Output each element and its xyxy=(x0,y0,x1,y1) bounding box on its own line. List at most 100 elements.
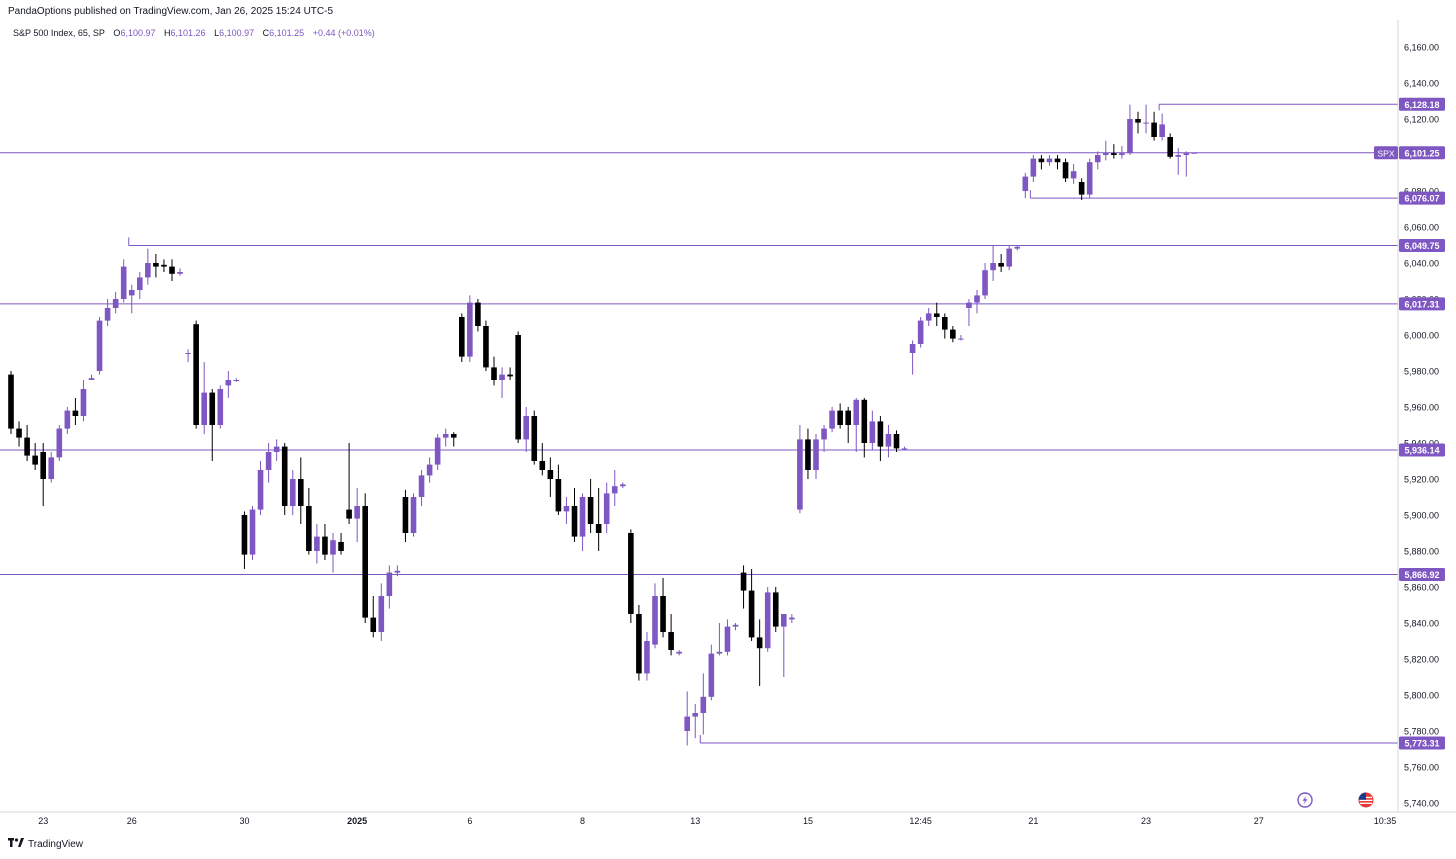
x-tick-label: 15 xyxy=(803,816,813,826)
candle-body xyxy=(1078,182,1085,195)
y-tick-label: 5,920.00 xyxy=(1404,475,1439,485)
candle xyxy=(1086,158,1093,199)
candle xyxy=(426,457,433,483)
candle xyxy=(24,425,30,461)
price-tag-bg xyxy=(1399,736,1445,750)
candle xyxy=(692,704,699,739)
candle-body xyxy=(1103,153,1109,155)
candle xyxy=(217,385,224,429)
candle-body xyxy=(724,626,731,652)
price-tags-layer: 6,128.18 6,101.25 SPX 6,076.07 6,049.75 6,017… xyxy=(1374,97,1445,750)
candle xyxy=(805,428,811,479)
price-axis[interactable]: 5,740.00 5,760.00 5,780.00 5,800.00 5,820.00… xyxy=(1404,43,1439,809)
lightning-icon[interactable] xyxy=(1297,792,1313,808)
time-axis[interactable]: 23 26 30 2025 6 8 13 15 12:45 21 23 27 10:35 xyxy=(38,816,1396,826)
candle xyxy=(450,432,457,447)
candle-body xyxy=(700,696,707,713)
x-tick-label: 23 xyxy=(1141,816,1151,826)
candle xyxy=(137,272,143,299)
price-tag-label: 5,936.14 xyxy=(1404,445,1439,455)
candle xyxy=(378,583,385,641)
candle-body xyxy=(169,266,175,274)
y-tick-label: 6,000.00 xyxy=(1404,331,1439,341)
candle xyxy=(257,461,264,515)
candle xyxy=(660,578,666,638)
y-tick-label: 6,140.00 xyxy=(1404,79,1439,89)
candle xyxy=(56,425,63,461)
candle xyxy=(547,457,554,497)
y-tick-label: 5,900.00 xyxy=(1404,511,1439,521)
price-tag: 5,866.92 xyxy=(1399,568,1445,582)
candle-body xyxy=(1119,153,1125,155)
candle-body xyxy=(442,434,449,438)
candle xyxy=(531,410,538,465)
candle-body xyxy=(418,475,425,497)
candle-body xyxy=(756,637,763,649)
candle xyxy=(781,614,787,677)
legend-high-label: H xyxy=(164,28,171,38)
candle xyxy=(909,340,916,375)
candle xyxy=(901,446,908,451)
candles-layer xyxy=(8,104,1198,746)
candle-body xyxy=(56,428,63,458)
candle xyxy=(1111,144,1117,159)
y-tick-label: 5,960.00 xyxy=(1404,403,1439,413)
price-tag: 6,076.07 xyxy=(1399,191,1445,205)
x-tick-label: 26 xyxy=(127,816,137,826)
x-tick-label: 21 xyxy=(1028,816,1038,826)
candle xyxy=(652,583,658,649)
candle-body xyxy=(346,509,352,519)
candle-body xyxy=(982,270,988,296)
candle-body xyxy=(620,484,626,487)
candle xyxy=(201,362,207,434)
candle-body xyxy=(64,410,71,429)
candle xyxy=(241,511,248,569)
candle xyxy=(1127,104,1133,155)
candle-body xyxy=(1143,122,1149,124)
candle-body xyxy=(1030,158,1037,177)
candle-body xyxy=(394,570,401,573)
candle-body xyxy=(958,338,964,340)
y-tick-label: 6,160.00 xyxy=(1404,43,1439,53)
candle xyxy=(32,443,38,470)
candle-body xyxy=(772,592,779,627)
candle xyxy=(869,410,876,451)
candle-body xyxy=(998,263,1004,267)
candle-body xyxy=(676,651,682,654)
candle-body xyxy=(112,299,119,308)
symbol-tag-label: SPX xyxy=(1377,148,1394,158)
candle xyxy=(789,614,795,623)
y-tick-label: 6,040.00 xyxy=(1404,259,1439,269)
x-tick-label: 30 xyxy=(239,816,249,826)
candle xyxy=(120,259,127,303)
price-chart[interactable]: 5,740.00 5,760.00 5,780.00 5,800.00 5,820.00… xyxy=(0,20,1456,835)
candle xyxy=(571,488,578,542)
candle-body xyxy=(748,590,755,638)
candle xyxy=(1054,155,1061,170)
candle-body xyxy=(426,464,433,476)
price-tag: 6,017.31 xyxy=(1399,297,1445,311)
price-tag-label: 6,076.07 xyxy=(1404,194,1439,204)
price-tag-bg xyxy=(1399,297,1445,311)
candle-body xyxy=(660,596,666,632)
footer-branding[interactable]: TradingView xyxy=(8,838,83,851)
footer-brand-text: TradingView xyxy=(28,839,84,850)
candle xyxy=(330,533,336,573)
candle-body xyxy=(1159,124,1165,137)
candle xyxy=(861,398,868,458)
candle xyxy=(402,489,409,542)
candle-body xyxy=(644,641,650,674)
candle xyxy=(716,623,723,656)
candle-body xyxy=(370,617,377,632)
candle xyxy=(893,430,900,452)
us-flag-icon[interactable] xyxy=(1358,792,1374,808)
candle xyxy=(933,302,940,326)
candle xyxy=(362,493,368,623)
candle-body xyxy=(515,335,521,440)
candle xyxy=(1175,147,1182,175)
candle-body xyxy=(40,452,46,479)
candle xyxy=(346,443,352,524)
candle xyxy=(829,407,835,433)
candle-body xyxy=(193,324,199,425)
candle xyxy=(668,614,674,656)
